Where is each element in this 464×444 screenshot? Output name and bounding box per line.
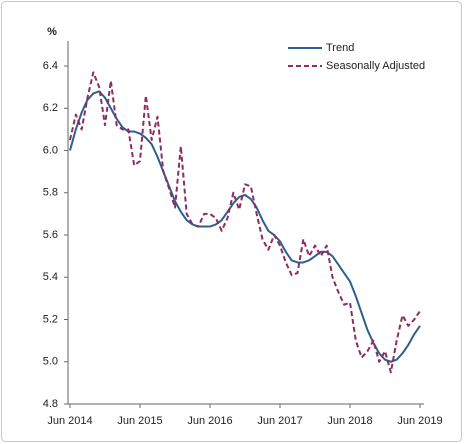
x-tick-label: Jun 2019	[397, 415, 442, 427]
x-tick-label: Jun 2017	[257, 415, 302, 427]
y-tick-label: 6.2	[43, 102, 58, 114]
y-tick-label: 5.0	[43, 356, 58, 368]
x-tick-label: Jun 2015	[117, 415, 162, 427]
y-tick-label: 6.4	[43, 60, 58, 72]
y-tick-label: 5.4	[43, 271, 58, 283]
x-tick-label: Jun 2014	[47, 415, 92, 427]
y-tick-label: 5.8	[43, 187, 58, 199]
y-tick-label: 6.0	[43, 144, 58, 156]
y-tick-label: 5.6	[43, 229, 58, 241]
legend-label: Trend	[326, 42, 354, 54]
x-tick-label: Jun 2018	[327, 415, 372, 427]
series-line	[69, 71, 421, 374]
y-tick-label: 5.2	[43, 313, 58, 325]
legend-label: Seasonally Adjusted	[326, 60, 425, 72]
x-tick-label: Jun 2016	[187, 415, 232, 427]
y-axis-label: %	[47, 26, 57, 38]
y-tick-label: 4.8	[43, 398, 58, 410]
